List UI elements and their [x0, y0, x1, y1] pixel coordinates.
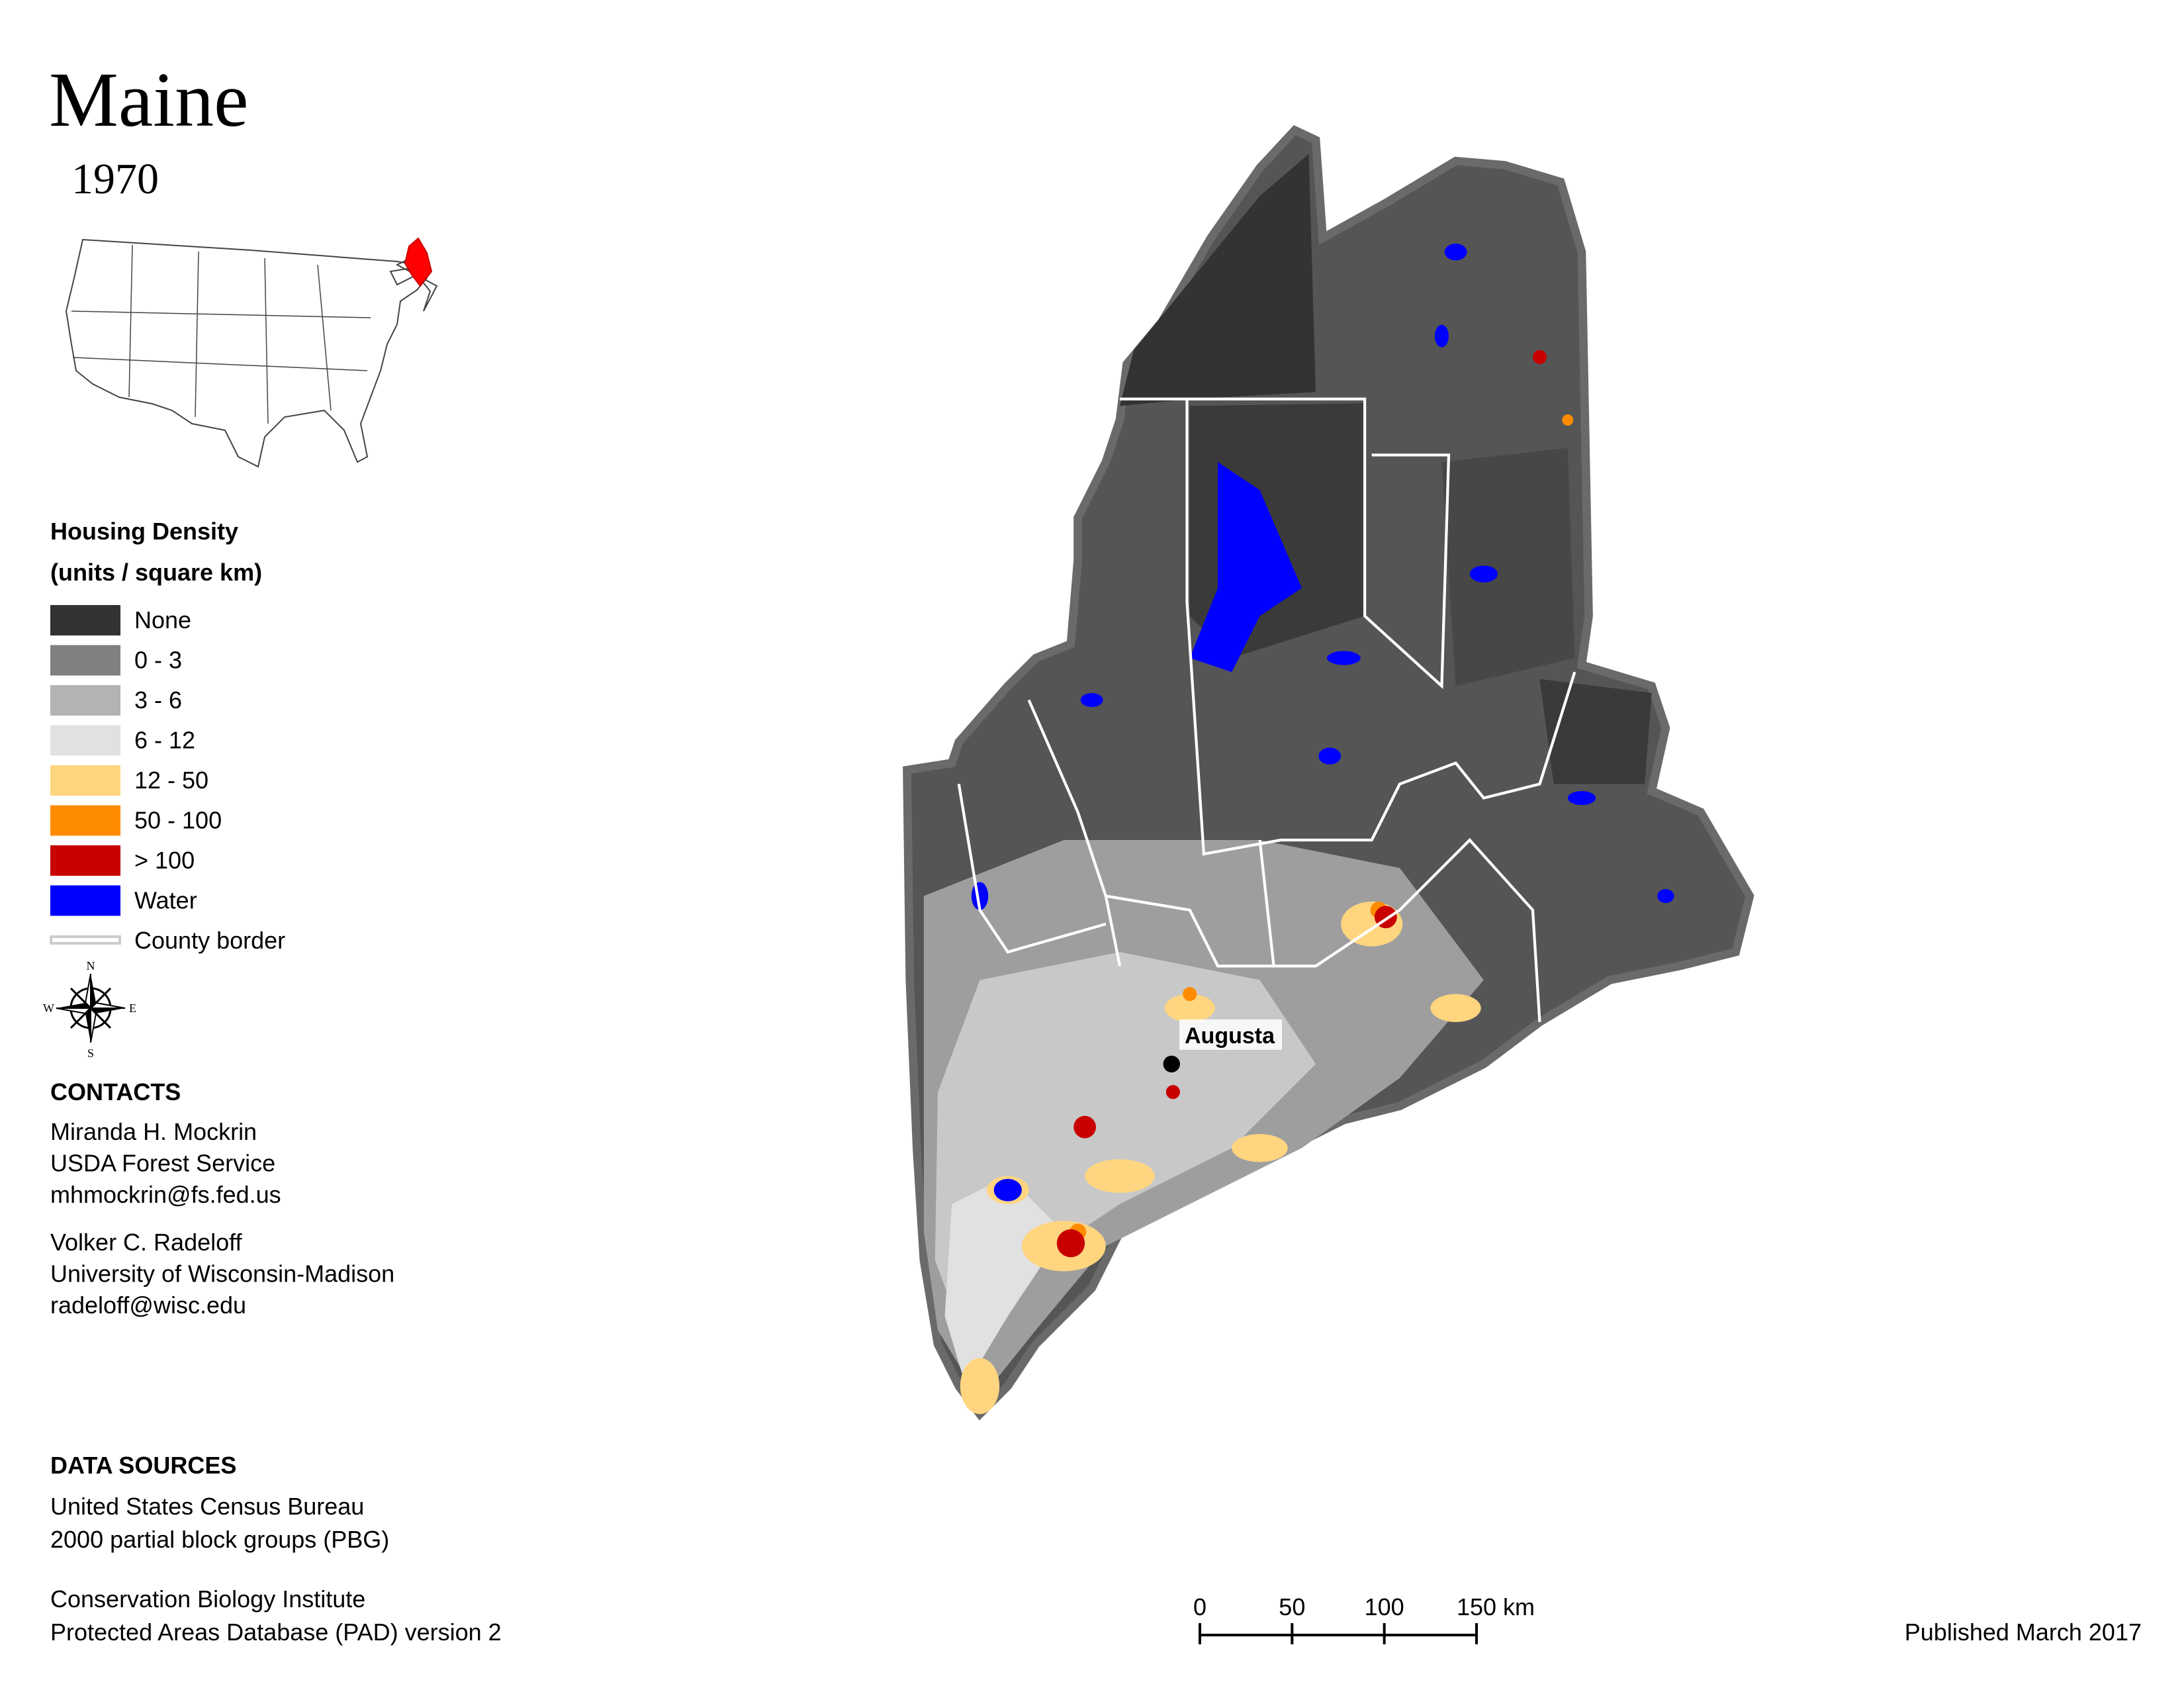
legend-label: 6 - 12 [134, 727, 195, 754]
contact-line: USDA Forest Service [50, 1150, 275, 1177]
legend-swatch [50, 605, 120, 635]
compass-rose: N S E W [43, 959, 136, 1060]
scale-bar-label: 150 [1457, 1593, 1496, 1620]
source-line: Protected Areas Database (PAD) version 2 [50, 1618, 502, 1646]
data-sources: United States Census Bureau 2000 partial … [50, 1493, 502, 1646]
legend-label: 12 - 50 [134, 767, 208, 794]
scale-bar-label: 0 [1193, 1593, 1206, 1620]
contacts: Miranda H. Mockrin USDA Forest Service mhm… [50, 1118, 394, 1319]
legend-label: > 100 [134, 847, 195, 874]
contact-line: University of Wisconsin-Madison [50, 1260, 394, 1288]
legend-swatch [50, 765, 120, 796]
source-line: United States Census Bureau [50, 1493, 364, 1520]
legend-label: None [134, 606, 191, 633]
scale-bar-label: 100 [1365, 1593, 1404, 1620]
maine-map [903, 124, 1754, 1421]
legend-swatch [50, 845, 120, 876]
legend-swatch [50, 645, 120, 676]
scale-bar-label: 50 [1279, 1593, 1305, 1620]
compass-e: E [129, 1002, 136, 1015]
legend-swatch [50, 935, 121, 945]
legend-swatch [50, 725, 120, 756]
scale-bar: 0 50 100 150 km [1193, 1593, 1535, 1644]
legend-label: Water [134, 887, 197, 914]
city-label: Augusta [1185, 1023, 1275, 1049]
scale-bar-unit: km [1503, 1593, 1535, 1620]
contact-line: Volker C. Radeloff [50, 1229, 242, 1256]
legend-subtitle: (units / square km) [50, 559, 262, 586]
legend-swatch [50, 805, 120, 836]
map-year: 1970 [71, 155, 159, 203]
legend-title: Housing Density [50, 518, 238, 545]
contact-line: radeloff@wisc.edu [50, 1291, 246, 1319]
compass-w: W [43, 1002, 54, 1015]
legend: None 0 - 3 3 - 6 6 - 12 12 - 50 50 - 100 > 100… [50, 605, 285, 954]
legend-label: 50 - 100 [134, 807, 222, 834]
legend-swatch [50, 885, 120, 916]
contacts-heading: CONTACTS [50, 1078, 181, 1105]
city-label-halo [1179, 1019, 1282, 1050]
legend-label: County border [134, 927, 285, 954]
legend-label: 3 - 6 [134, 686, 182, 714]
compass-s: S [87, 1047, 94, 1060]
data-sources-heading: DATA SOURCES [50, 1452, 236, 1479]
source-line: 2000 partial block groups (PBG) [50, 1526, 389, 1553]
map-title: Maine [49, 56, 248, 143]
contact-line: mhmockrin@fs.fed.us [50, 1181, 281, 1208]
contact-line: Miranda H. Mockrin [50, 1118, 257, 1145]
published-date: Published March 2017 [1905, 1618, 2142, 1646]
us-inset [65, 237, 438, 468]
compass-n: N [87, 959, 95, 972]
legend-label: 0 - 3 [134, 647, 182, 674]
legend-swatch [50, 685, 120, 716]
source-line: Conservation Biology Institute [50, 1585, 365, 1613]
